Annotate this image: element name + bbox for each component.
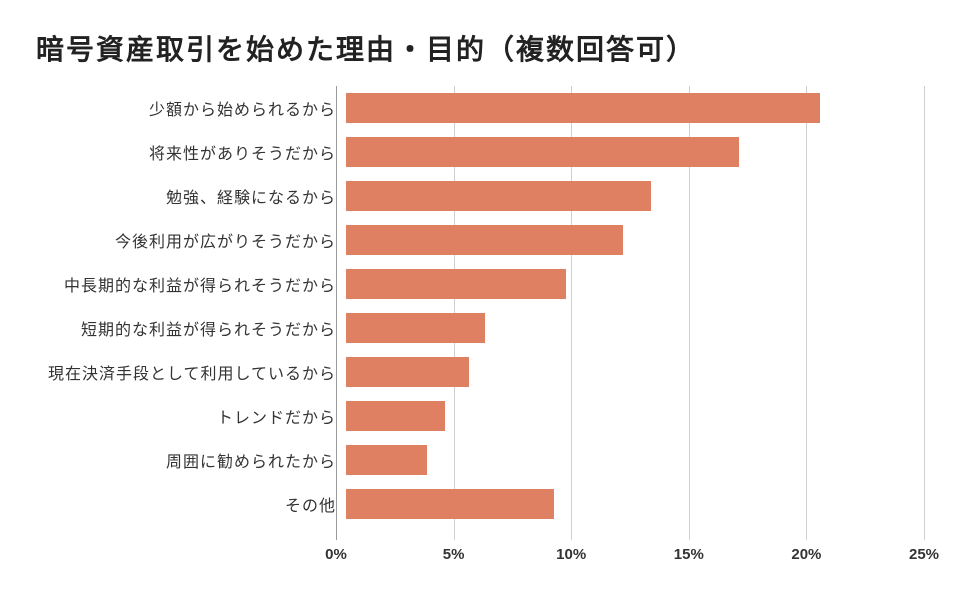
x-axis-spacer xyxy=(36,540,336,576)
bar-row: 今後利用が広がりそうだから xyxy=(36,218,924,262)
bar xyxy=(346,137,739,167)
bar xyxy=(346,445,427,475)
bar-area xyxy=(346,174,924,218)
bar-area xyxy=(346,218,924,262)
bar-area xyxy=(346,482,924,526)
bar-chart: 少額から始められるから将来性がありそうだから勉強、経験になるから今後利用が広がり… xyxy=(36,86,924,576)
x-axis-tick: 25% xyxy=(909,546,939,563)
bar-area xyxy=(346,262,924,306)
bar-area xyxy=(346,130,924,174)
category-label: 勉強、経験になるから xyxy=(36,184,346,208)
x-axis: 0%5%10%15%20%25% xyxy=(36,540,924,576)
bar xyxy=(346,489,554,519)
bar xyxy=(346,269,566,299)
x-axis-tick: 5% xyxy=(443,546,465,563)
bar-row: 勉強、経験になるから xyxy=(36,174,924,218)
category-label: 周囲に勧められたから xyxy=(36,448,346,472)
bar-row: 周囲に勧められたから xyxy=(36,438,924,482)
bar-row: トレンドだから xyxy=(36,394,924,438)
category-label: その他 xyxy=(36,492,346,516)
x-axis-tick: 15% xyxy=(674,546,704,563)
category-label: 現在決済手段として利用しているから xyxy=(36,360,346,384)
plot-area: 少額から始められるから将来性がありそうだから勉強、経験になるから今後利用が広がり… xyxy=(36,86,924,540)
category-label: 短期的な利益が得られそうだから xyxy=(36,316,346,340)
bar-row: 短期的な利益が得られそうだから xyxy=(36,306,924,350)
bar-area xyxy=(346,86,924,130)
category-label: トレンドだから xyxy=(36,404,346,428)
category-label: 今後利用が広がりそうだから xyxy=(36,228,346,252)
bar xyxy=(346,357,469,387)
bar xyxy=(346,225,623,255)
bar xyxy=(346,313,485,343)
x-axis-tick: 20% xyxy=(791,546,821,563)
bar-rows: 少額から始められるから将来性がありそうだから勉強、経験になるから今後利用が広がり… xyxy=(36,86,924,526)
bar xyxy=(346,401,445,431)
page: 暗号資産取引を始めた理由・目的（複数回答可） 少額から始められるから将来性があり… xyxy=(0,0,960,600)
category-label: 少額から始められるから xyxy=(36,96,346,120)
gridline xyxy=(924,86,925,540)
bar-row: その他 xyxy=(36,482,924,526)
bar-row: 中長期的な利益が得られそうだから xyxy=(36,262,924,306)
category-label: 中長期的な利益が得られそうだから xyxy=(36,272,346,296)
category-label: 将来性がありそうだから xyxy=(36,140,346,164)
x-axis-labels: 0%5%10%15%20%25% xyxy=(336,540,924,576)
bar-area xyxy=(346,394,924,438)
bar-area xyxy=(346,306,924,350)
bar-area xyxy=(346,438,924,482)
bar-area xyxy=(346,350,924,394)
x-axis-tick: 10% xyxy=(556,546,586,563)
bar-row: 将来性がありそうだから xyxy=(36,130,924,174)
bar-row: 現在決済手段として利用しているから xyxy=(36,350,924,394)
x-axis-tick: 0% xyxy=(325,546,347,563)
bar xyxy=(346,93,820,123)
bar-row: 少額から始められるから xyxy=(36,86,924,130)
chart-title: 暗号資産取引を始めた理由・目的（複数回答可） xyxy=(36,28,924,68)
bar xyxy=(346,181,651,211)
